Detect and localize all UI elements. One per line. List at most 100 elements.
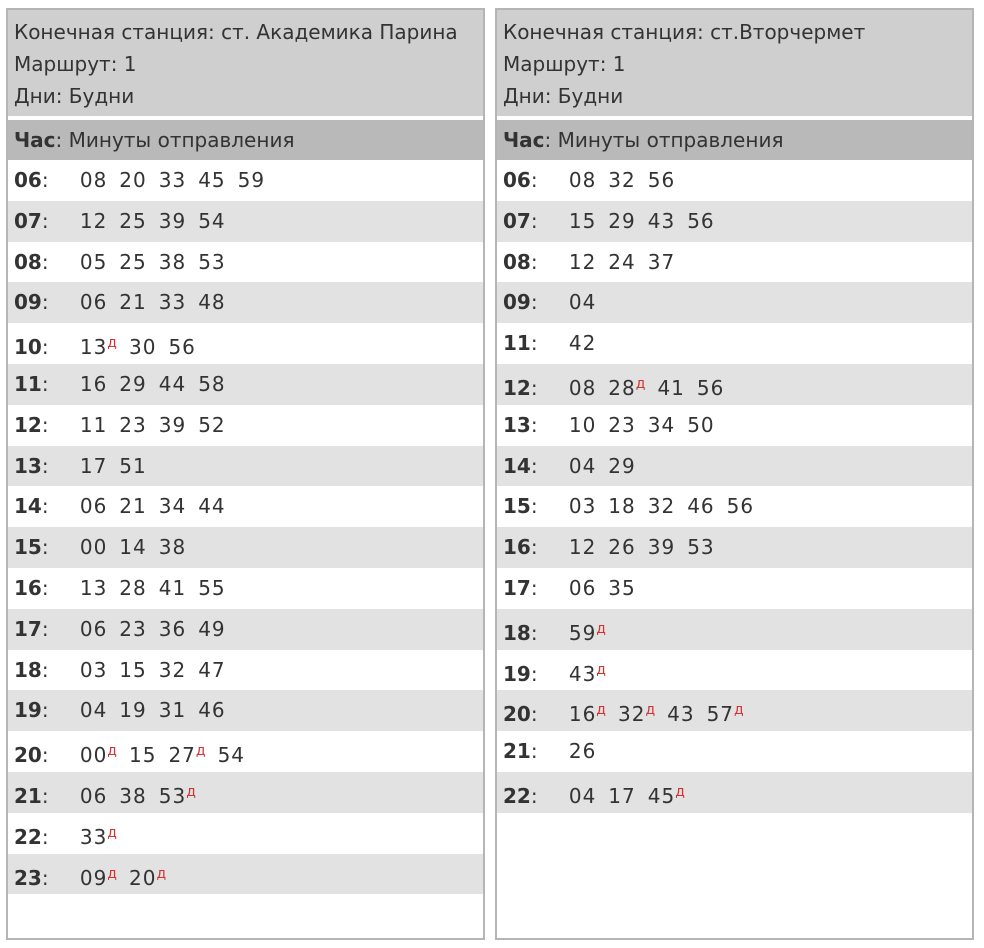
schedule-row: 23: 09д 20д [8, 853, 483, 895]
departure-minute: 08 [568, 168, 597, 192]
route-info: Конечная станция: ст. Академика Парина М… [8, 10, 483, 120]
departure-minute: 43д [568, 661, 606, 686]
schedule-row: 13: 17 51 [8, 445, 483, 487]
departure-minute: 55 [198, 575, 226, 600]
departure-minute: 06 [568, 575, 597, 600]
departure-minute: 33 [158, 168, 187, 192]
departure-minute: 46 [687, 494, 715, 519]
departure-minute: 53 [687, 535, 715, 560]
departure-minute: 15 [568, 208, 597, 233]
schedule-row: 14: 04 29 [497, 445, 972, 487]
schedule-row: 15: 00 14 38 [8, 527, 483, 568]
hour-label: 11 [503, 331, 531, 356]
hour-label: 13 [14, 453, 42, 478]
departure-minute: 50 [687, 412, 715, 437]
schedule-row: 09: 06 21 33 48 [8, 282, 483, 324]
depot-mark: д [596, 620, 606, 637]
schedule-row: 09: 04 [497, 282, 972, 324]
schedule-row: 11: 16 29 44 58 [8, 363, 483, 405]
schedule-row: 13: 10 23 34 50 [497, 404, 972, 446]
hour-label: 08 [14, 249, 42, 274]
schedule-row: 21: 06 38 53д [8, 771, 483, 813]
minutes-column-header: : Минуты отправления [55, 128, 295, 152]
departure-minute: 56 [726, 494, 755, 519]
hour-label: 15 [503, 494, 531, 519]
hour-label: 20 [14, 743, 42, 768]
departure-minute: 28д [608, 375, 646, 400]
hour-label: 18 [14, 657, 42, 682]
schedule-row: 08: 12 24 37 [497, 241, 972, 283]
hour-label: 19 [14, 698, 42, 723]
hour-label: 22 [503, 783, 531, 808]
depot-mark: д [107, 743, 117, 760]
schedule-row: 12: 11 23 39 52 [8, 404, 483, 446]
departure-minute: 38 [158, 249, 187, 274]
schedule-row: 16: 12 26 39 53 [497, 527, 972, 568]
depot-mark: д [107, 865, 117, 882]
departure-minute: 19 [119, 698, 147, 723]
depot-mark: д [107, 335, 117, 352]
schedule-row: 06: 08 20 33 45 59 [8, 160, 483, 201]
schedule-row: 07: 15 29 43 56 [497, 200, 972, 242]
departure-minute: 18 [608, 494, 636, 519]
departure-minute: 12 [568, 535, 597, 560]
departure-minute: 37 [647, 249, 676, 274]
hour-label: 12 [503, 375, 531, 400]
departure-minute: 45 [198, 168, 226, 192]
departure-minute: 27д [168, 743, 206, 768]
departure-minute: 10 [568, 412, 597, 437]
departure-minute: 12 [568, 249, 597, 274]
schedule-panel-left: Конечная станция: ст. Академика Парина М… [6, 8, 485, 940]
departure-minute: 06 [79, 616, 108, 641]
departure-minute: 29 [119, 371, 147, 396]
departure-minute: 41 [657, 375, 685, 400]
schedule-row: 12: 08 28д 41 56 [497, 363, 972, 405]
departure-minute: 23 [119, 616, 147, 641]
departure-minute: 36 [158, 616, 187, 641]
departure-minute: 35 [608, 575, 636, 600]
departure-minute: 42 [568, 331, 597, 356]
departure-minute: 47 [198, 657, 226, 682]
departure-minute: 29 [608, 453, 636, 478]
terminal-station: Конечная станция: ст. Академика Парина [14, 20, 458, 44]
departure-minute: 46 [198, 698, 226, 723]
departure-minute: 51 [119, 453, 147, 478]
schedule-row: 19: 04 19 31 46 [8, 690, 483, 732]
departure-minute: 56 [696, 375, 725, 400]
departure-minute: 15 [119, 657, 147, 682]
departure-minute: 54 [198, 208, 226, 233]
departure-minute: 57д [706, 702, 744, 727]
departure-minute: 17 [79, 453, 108, 478]
departure-minute: 03 [79, 657, 108, 682]
hour-label: 21 [14, 783, 42, 808]
table-header: Час: Минуты отправления [8, 120, 483, 160]
departure-minute: 32д [617, 702, 656, 727]
departure-minute: 16д [568, 702, 606, 727]
departure-minute: 39 [647, 535, 676, 560]
departure-minute: 43 [667, 702, 695, 727]
schedule-row: 20: 00д 15 27д 54 [8, 731, 483, 772]
departure-minute: 33д [79, 824, 117, 849]
departure-minute: 25 [119, 249, 147, 274]
schedule-row: 20: 16д 32д 43 57д [497, 690, 972, 732]
schedule-row: 21: 26 [497, 731, 972, 772]
hour-label: 17 [503, 575, 531, 600]
depot-mark: д [596, 702, 606, 719]
departure-minute: 59д [568, 620, 606, 645]
departure-minute: 08 [79, 168, 108, 192]
terminal-station: Конечная станция: ст.Вторчермет [503, 20, 866, 44]
hour-label: 20 [503, 702, 531, 727]
schedule-rows: 06: 08 20 33 45 59 07: 12 25 39 54 08: 05 25 38 53 09: 06… [8, 160, 483, 895]
hour-label: 13 [503, 412, 531, 437]
departure-minute: 25 [119, 208, 147, 233]
departure-minute: 06 [79, 783, 108, 808]
depot-mark: д [675, 783, 685, 800]
hour-column-header: Час [503, 128, 545, 152]
hour-label: 15 [14, 535, 42, 560]
route-number: Маршрут: 1 [14, 52, 137, 76]
departure-minute: 06 [79, 290, 108, 315]
hour-label: 16 [503, 535, 531, 560]
schedule-row: 08: 05 25 38 53 [8, 241, 483, 283]
schedule-row: 18: 03 15 32 47 [8, 649, 483, 691]
departure-minute: 44 [198, 494, 226, 519]
